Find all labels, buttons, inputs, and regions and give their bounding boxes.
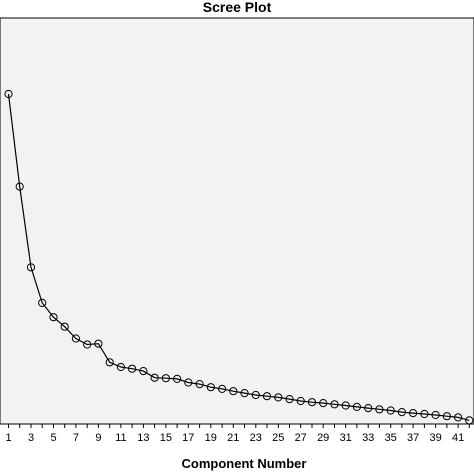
data-point	[4, 89, 13, 99]
chart-title: Scree Plot	[203, 0, 272, 15]
data-point	[60, 322, 69, 331]
data-point	[262, 392, 272, 401]
x-tick-label: 27	[295, 432, 307, 444]
x-tick-label: 29	[317, 432, 329, 444]
x-tick-label: 11	[115, 432, 126, 444]
data-point	[173, 374, 182, 383]
data-point	[218, 384, 227, 393]
x-tick-label: 39	[429, 432, 441, 444]
data-point	[285, 395, 294, 404]
x-tick-label: 17	[182, 432, 194, 444]
data-point	[442, 412, 451, 421]
data-point	[240, 389, 249, 398]
data-point	[49, 313, 58, 322]
data-point	[375, 405, 384, 414]
data-point	[386, 406, 395, 415]
data-point	[251, 390, 260, 400]
data-point	[307, 398, 317, 407]
data-point	[161, 374, 170, 383]
data-point	[128, 364, 137, 373]
x-tick-label: 3	[28, 432, 34, 444]
x-tick-label: 7	[73, 432, 79, 444]
data-point	[431, 410, 440, 420]
data-point	[116, 362, 126, 372]
x-tick-label: 5	[50, 432, 56, 444]
data-point	[409, 409, 418, 418]
x-tick-label: 19	[205, 432, 217, 444]
plot-area	[0, 17, 474, 425]
series-line	[7, 93, 470, 421]
data-point	[83, 340, 92, 349]
data-point	[454, 413, 463, 422]
data-point	[420, 409, 429, 419]
series-layer	[4, 89, 474, 425]
x-tick-label: 41	[452, 432, 464, 444]
x-tick-label: 21	[227, 432, 239, 444]
data-point	[105, 358, 114, 367]
data-point	[184, 378, 193, 387]
data-point	[341, 401, 350, 410]
x-tick-label: 23	[250, 432, 262, 444]
data-point	[150, 373, 159, 382]
x-tick-label: 13	[137, 432, 149, 444]
data-point	[364, 404, 373, 413]
x-tick-label: 9	[95, 432, 101, 444]
x-tick-label: 37	[407, 432, 419, 444]
data-point	[352, 402, 361, 411]
data-point	[195, 380, 204, 389]
data-point	[15, 182, 24, 191]
data-point	[38, 298, 47, 307]
data-point	[397, 408, 406, 417]
data-point	[206, 383, 215, 392]
x-tick-label: 15	[160, 432, 172, 444]
data-point	[26, 263, 36, 272]
x-tick-label: 33	[362, 432, 374, 444]
x-tick-label: 25	[272, 432, 284, 444]
data-point	[71, 334, 81, 343]
data-point	[229, 387, 238, 396]
data-point	[296, 396, 305, 406]
data-point	[274, 393, 283, 402]
x-tick-label: 1	[5, 432, 11, 444]
x-tick-label: 35	[385, 432, 397, 444]
data-point	[139, 367, 148, 376]
data-point	[319, 399, 328, 408]
x-tick-label: 31	[340, 432, 352, 444]
x-axis-label: Component Number	[182, 456, 307, 471]
data-point	[330, 400, 339, 409]
x-axis: 1 3 5 7 9 11 13 15 17 19 21 23 25 27 29 31 33 35 37 39 41	[5, 424, 470, 444]
data-point	[94, 339, 103, 348]
